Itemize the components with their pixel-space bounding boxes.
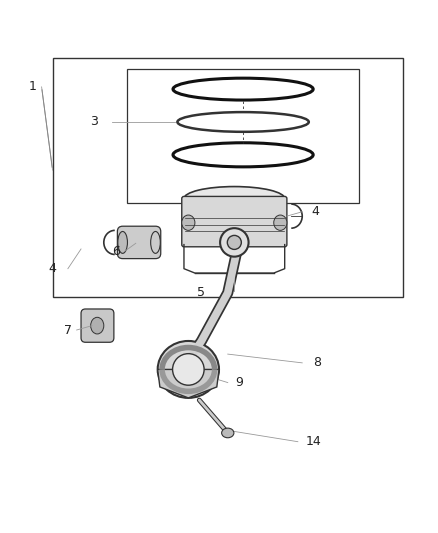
Text: 14: 14 [305, 435, 321, 448]
Text: 9: 9 [235, 376, 243, 389]
Ellipse shape [118, 231, 127, 253]
FancyBboxPatch shape [182, 197, 287, 247]
Ellipse shape [91, 317, 104, 334]
Text: 4: 4 [49, 262, 57, 275]
Text: 6: 6 [112, 245, 120, 257]
Text: 1: 1 [29, 80, 37, 93]
Polygon shape [158, 369, 219, 398]
Text: 8: 8 [314, 357, 321, 369]
Ellipse shape [227, 236, 241, 249]
Ellipse shape [158, 341, 219, 398]
Ellipse shape [274, 215, 287, 230]
Ellipse shape [182, 215, 195, 230]
Text: 3: 3 [90, 116, 98, 128]
Circle shape [173, 354, 204, 385]
FancyBboxPatch shape [81, 309, 114, 342]
Ellipse shape [220, 228, 249, 257]
Text: 5: 5 [198, 286, 205, 300]
Ellipse shape [184, 187, 285, 211]
Ellipse shape [151, 231, 160, 253]
Text: 4: 4 [311, 205, 319, 218]
Ellipse shape [222, 428, 234, 438]
FancyBboxPatch shape [117, 226, 161, 259]
Bar [127, 69, 359, 203]
Bar [53, 59, 403, 297]
Text: 7: 7 [64, 324, 72, 336]
